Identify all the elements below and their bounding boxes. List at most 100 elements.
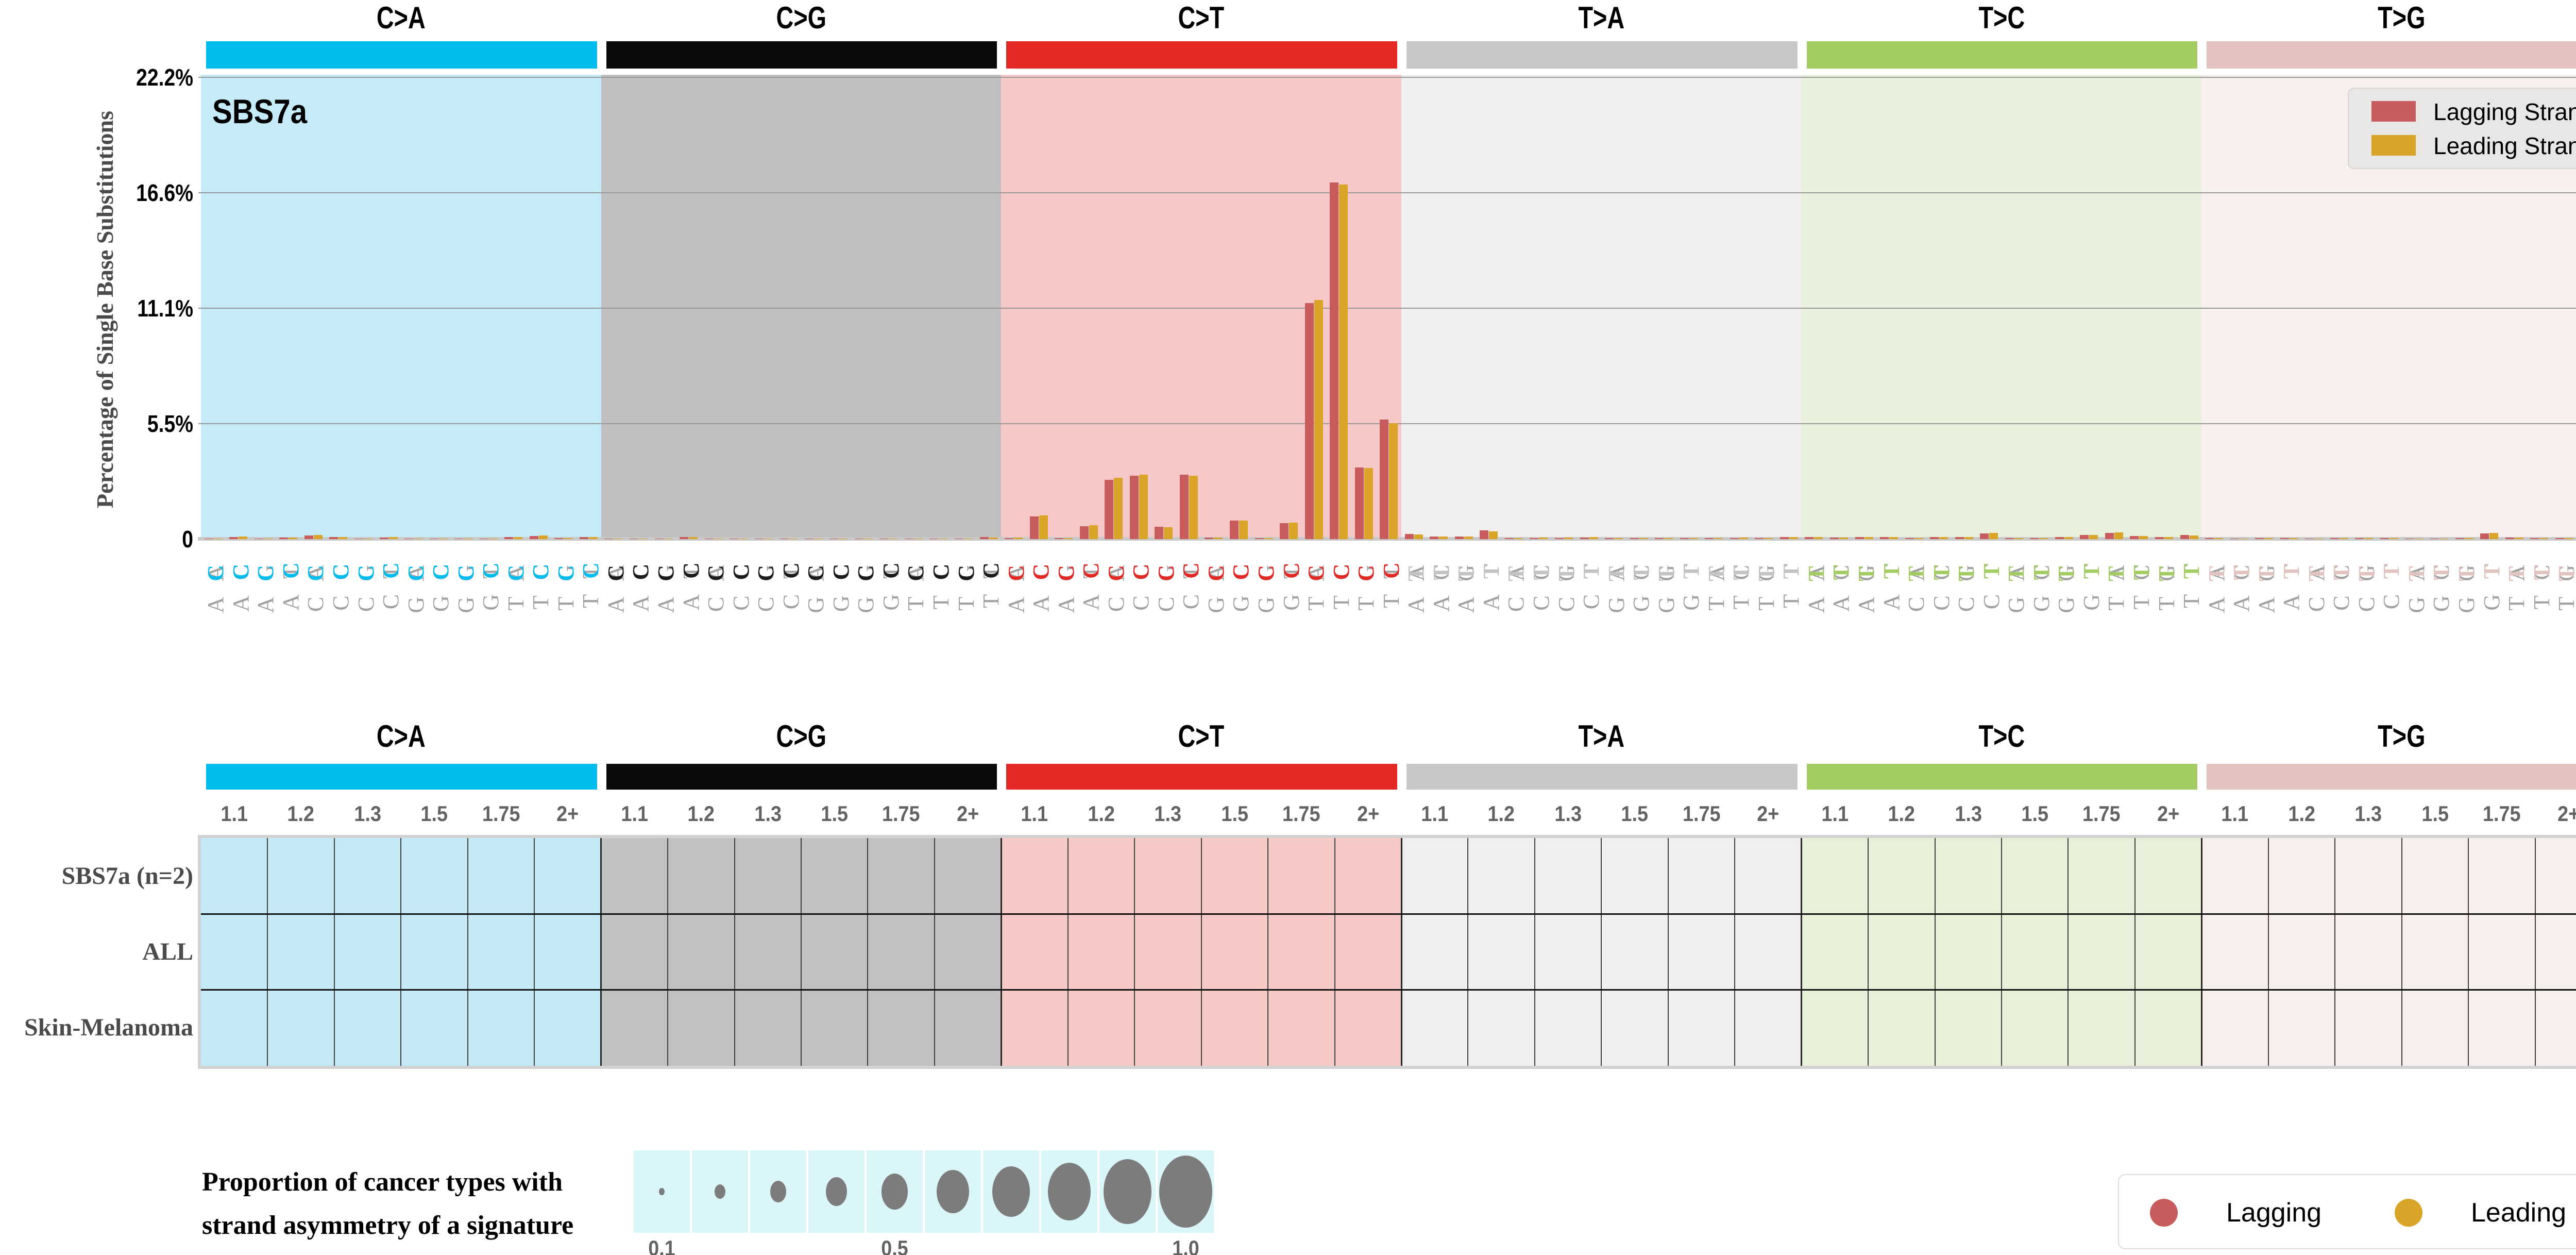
matrix-column-separator <box>400 838 402 1066</box>
bar-leading <box>1639 538 1648 539</box>
bar-lagging <box>1029 516 1039 539</box>
bar-leading <box>2364 538 2374 539</box>
bar-lagging <box>1354 467 1364 539</box>
legend-swatch-leading <box>2371 135 2416 156</box>
bar-leading <box>564 538 573 539</box>
matrix-section-color-bar <box>606 764 997 790</box>
bar-lagging <box>2180 535 2189 539</box>
bar-lagging <box>2355 538 2364 539</box>
matrix-row-label: SBS7a (n=2) <box>61 862 193 890</box>
matrix-column-separator <box>734 838 735 1066</box>
matrix-section-color-bar <box>1406 764 1798 790</box>
bar-lagging <box>1005 538 1014 539</box>
matrix-column-header: 1.5 <box>2021 801 2048 826</box>
section-color-bar <box>1806 41 2198 69</box>
bar-lagging <box>1155 526 1164 539</box>
bar-lagging <box>2005 538 2014 539</box>
bar-leading <box>1689 538 1698 539</box>
matrix-column-header: 1.5 <box>1621 801 1649 826</box>
bar-lagging <box>1755 538 1764 539</box>
legend-circle-leading <box>2395 1199 2422 1227</box>
bar-leading <box>1414 534 1423 539</box>
matrix-column-header: 1.5 <box>420 801 448 826</box>
bar-leading <box>1989 532 1998 539</box>
bar-leading <box>1939 537 1948 539</box>
bar-lagging <box>1380 419 1389 539</box>
matrix-column-separator <box>2534 838 2536 1066</box>
bar-lagging <box>1105 479 1114 539</box>
matrix-column-separator <box>1334 838 1335 1066</box>
bar-lagging <box>1454 537 1464 539</box>
matrix-column-separator <box>1868 838 1869 1066</box>
strand-legend-bottom: Lagging Leading <box>2118 1174 2576 1249</box>
matrix-column-separator <box>2067 838 2069 1066</box>
section-color-bar <box>1006 41 1397 69</box>
caption-line-1: Proportion of cancer types with <box>202 1167 563 1197</box>
matrix-column-separator <box>1534 838 1535 1066</box>
bar-leading <box>1464 537 1473 539</box>
bar-lagging <box>1129 475 1139 539</box>
bar-leading <box>1814 537 1823 539</box>
matrix-column-header: 1.75 <box>2082 801 2121 826</box>
bar-leading <box>1839 538 1848 539</box>
matrix-column-header: 1.2 <box>687 801 715 826</box>
section-plot-background <box>1401 75 1802 539</box>
matrix-column-header: 1.2 <box>1888 801 1916 826</box>
matrix-column-header: 2+ <box>1757 801 1780 826</box>
section-color-bar <box>2207 41 2576 69</box>
matrix-section-separator <box>1000 838 1002 1066</box>
legend-circle-lagging <box>2150 1199 2178 1227</box>
matrix-column-header: 1.2 <box>1487 801 1515 826</box>
matrix-column-header: 1.75 <box>1682 801 1721 826</box>
matrix-section-header-label: C>G <box>776 719 826 754</box>
bar-leading <box>1389 423 1398 539</box>
matrix-column-separator <box>867 838 869 1066</box>
bubble-legend-circle <box>770 1181 787 1202</box>
bar-leading <box>1914 538 1923 539</box>
legend-label: Leading <box>2471 1198 2567 1228</box>
matrix-column-header: 2+ <box>1357 801 1379 826</box>
bar-lagging <box>1880 537 1889 539</box>
bar-lagging <box>1980 533 1989 539</box>
bar-leading <box>514 537 523 539</box>
bar-leading <box>1239 520 1248 539</box>
bubble-legend-tick-label: 0.5 <box>881 1236 908 1255</box>
